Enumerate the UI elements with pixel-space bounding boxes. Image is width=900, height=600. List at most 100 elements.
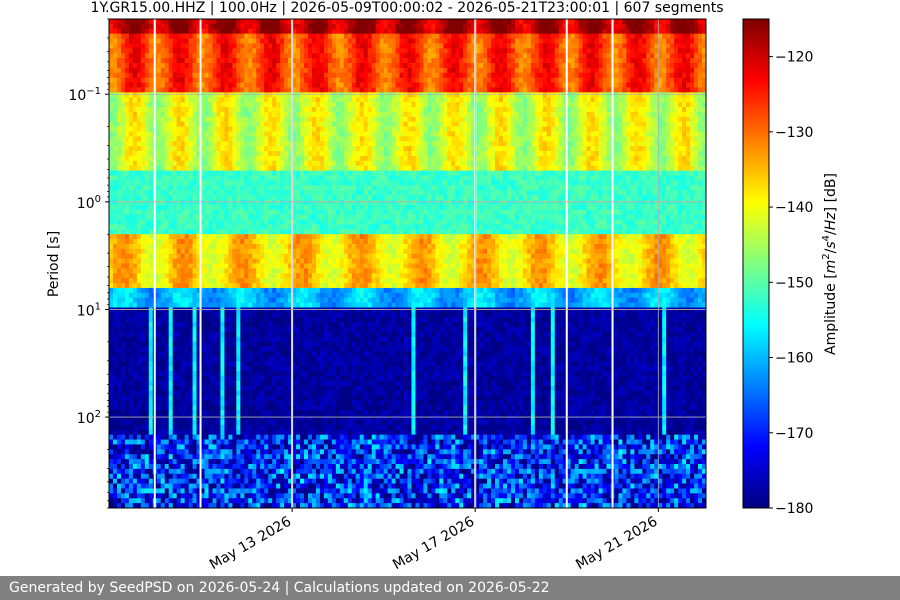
heatmap-cell: [136, 297, 142, 304]
heatmap-cell: [292, 390, 297, 397]
heatmap-cell: [256, 317, 261, 323]
heatmap-cell: [136, 390, 142, 397]
heatmap-cell: [112, 493, 118, 499]
heatmap-cell: [272, 67, 277, 74]
heatmap-cell: [120, 361, 126, 367]
heatmap-cell: [228, 341, 233, 348]
heatmap-cell: [188, 327, 194, 333]
heatmap-cell: [264, 67, 269, 74]
heatmap-cell: [244, 234, 249, 240]
heatmap-cell: [208, 297, 214, 304]
heatmap-cell: [272, 463, 277, 470]
heatmap-cell: [292, 58, 297, 64]
heatmap-cell: [264, 400, 269, 406]
heatmap-cell: [304, 390, 309, 397]
heatmap-cell: [236, 258, 241, 265]
heatmap-cell: [172, 97, 178, 103]
heatmap-cell: [176, 82, 182, 89]
heatmap-cell: [288, 97, 293, 103]
heatmap-cell: [109, 322, 114, 328]
heatmap-cell: [109, 151, 114, 157]
heatmap-cell: [136, 107, 142, 113]
heatmap-cell: [288, 498, 293, 504]
heatmap-cell: [124, 258, 130, 265]
heatmap-cell: [252, 468, 257, 475]
heatmap-cell: [176, 356, 182, 362]
heatmap-cell: [188, 224, 194, 230]
heatmap-cell: [268, 302, 273, 309]
heatmap-cell: [208, 473, 214, 480]
heatmap-cell: [109, 336, 114, 343]
heatmap-cell: [232, 468, 237, 475]
heatmap-cell: [140, 155, 146, 162]
heatmap-cell: [216, 410, 222, 416]
heatmap-cell: [228, 185, 233, 191]
heatmap-cell: [220, 444, 226, 450]
heatmap-cell: [244, 190, 249, 196]
heatmap-cell: [172, 23, 178, 30]
heatmap-cell: [288, 302, 293, 309]
heatmap-cell: [208, 107, 214, 113]
heatmap-cell: [172, 312, 178, 318]
heatmap-cell: [132, 297, 138, 304]
heatmap-cell: [304, 28, 309, 35]
heatmap-cell: [232, 473, 237, 480]
heatmap-cell: [280, 322, 285, 328]
heatmap-cell: [240, 336, 245, 343]
heatmap-cell: [164, 322, 170, 328]
heatmap-cell: [196, 248, 202, 255]
heatmap-cell: [220, 385, 226, 392]
heatmap-cell: [240, 175, 245, 181]
heatmap-cell: [224, 503, 229, 508]
heatmap-cell: [148, 287, 154, 294]
heatmap-cell: [288, 214, 293, 221]
heatmap-cell: [264, 28, 269, 35]
heatmap-cell: [280, 97, 285, 103]
heatmap-cell: [292, 346, 297, 353]
heatmap-cell: [228, 229, 233, 235]
heatmap-cell: [136, 77, 142, 84]
heatmap-cell: [140, 327, 146, 333]
heatmap-cell: [256, 180, 261, 186]
heatmap-cell: [256, 488, 261, 494]
heatmap-cell: [112, 488, 118, 494]
heatmap-cell: [184, 87, 190, 93]
heatmap-cell: [188, 199, 194, 206]
heatmap-cell: [292, 395, 297, 402]
heatmap-cell: [168, 454, 174, 460]
heatmap-cell: [184, 185, 190, 191]
heatmap-cell: [244, 331, 249, 338]
heatmap-cell: [296, 33, 301, 40]
heatmap-cell: [180, 219, 186, 225]
heatmap-cell: [260, 273, 265, 279]
heatmap-cell: [236, 214, 241, 221]
heatmap-cell: [200, 434, 206, 441]
heatmap-cell: [200, 371, 206, 377]
heatmap-cell: [132, 268, 138, 274]
heatmap-cell: [204, 366, 210, 372]
heatmap-cell: [144, 449, 150, 455]
heatmap-cell: [280, 405, 285, 411]
heatmap-cell: [256, 43, 261, 49]
heatmap-cell: [140, 111, 146, 118]
heatmap-cell: [120, 419, 126, 426]
heatmap-cell: [256, 253, 261, 260]
heatmap-cell: [188, 488, 194, 494]
heatmap-cell: [140, 317, 146, 323]
heatmap-cell: [304, 224, 309, 230]
heatmap-cell: [292, 307, 297, 313]
heatmap-cell: [256, 63, 261, 69]
heatmap-cell: [248, 43, 253, 49]
heatmap-cell: [176, 434, 182, 441]
heatmap-cell: [132, 253, 138, 260]
heatmap-cell: [184, 214, 190, 221]
heatmap-cell: [224, 287, 229, 294]
heatmap-cell: [188, 160, 194, 167]
heatmap-cell: [112, 424, 118, 431]
heatmap-cell: [248, 419, 253, 426]
heatmap-cell: [276, 287, 281, 294]
heatmap-cell: [112, 395, 118, 402]
heatmap-cell: [280, 444, 285, 450]
heatmap-cell: [252, 229, 257, 235]
heatmap-cell: [252, 43, 257, 49]
